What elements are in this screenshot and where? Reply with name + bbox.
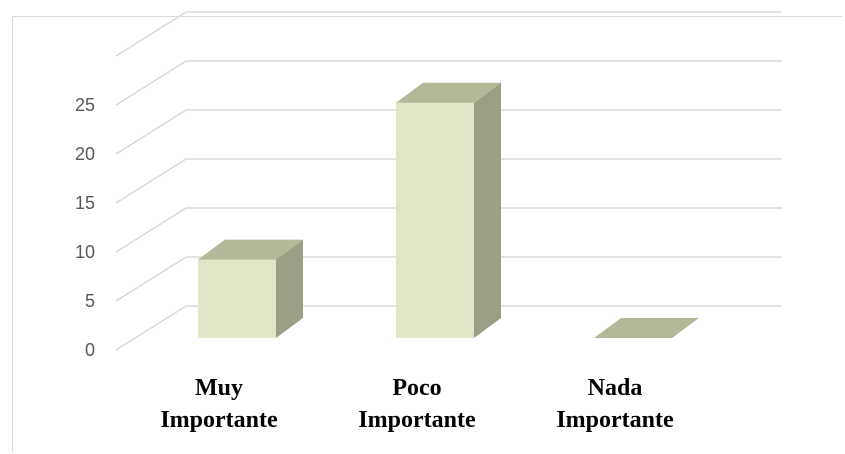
bar-front [198,259,276,338]
gridline-side [115,109,187,155]
bar-front [396,102,474,338]
y-tick-label: 25 [75,95,95,115]
x-category-label: Poco Importante [358,375,476,433]
bar-top [594,318,699,338]
bars [198,82,699,338]
gridline-side [115,305,187,351]
y-tick-label: 10 [75,242,95,262]
y-tick-label: 15 [75,193,95,213]
gridline-side [115,207,187,253]
gridline-side [115,11,187,57]
bar-top [198,239,303,260]
gridline-side [115,60,187,106]
y-axis-ticks: 0 5 10 15 20 25 [75,95,95,360]
x-category-label: Muy Importante [160,375,278,433]
bar-top [396,82,501,103]
bar-side [276,239,303,338]
gridline-side [115,256,187,302]
bar [594,318,699,338]
y-tick-label: 20 [75,144,95,164]
x-category-label: Nada Importante [556,375,674,433]
chart-frame [12,16,842,452]
y-tick-label: 0 [85,340,95,360]
gridline-side [115,158,187,204]
bar [198,239,303,338]
x-axis-categories: Muy Importante Poco Importante Nada Important… [160,375,674,433]
y-tick-label: 5 [85,291,95,311]
bar-side [474,82,501,338]
bar [396,82,501,338]
